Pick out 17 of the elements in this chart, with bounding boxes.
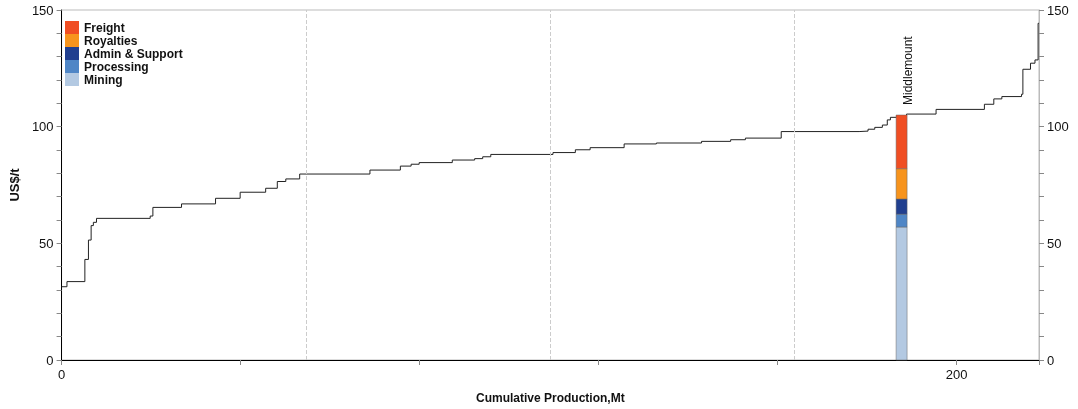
y2-tick-label: 150 [1047,2,1069,18]
y-axis-title: US$/t [7,167,22,202]
y2-tick-label: 50 [1047,235,1062,251]
y-tick-label: 50 [39,235,54,251]
legend-label: Royalties [84,33,138,48]
legend-label: Processing [84,59,149,74]
legend-label: Mining [84,72,123,87]
legend-label: Admin & Support [84,46,183,61]
x-tick-label: 200 [945,367,968,382]
y-tick-label: 100 [31,119,54,135]
annotation: Middlemount [900,35,915,105]
y-tick-label: 0 [46,352,54,368]
x-axis-title: Cumulative Production,Mt [475,391,625,405]
legend-label: Freight [84,20,125,35]
y-tick-label: 150 [31,2,54,18]
y2-tick-label: 100 [1047,119,1069,135]
y2-tick-label: 0 [1047,352,1055,368]
